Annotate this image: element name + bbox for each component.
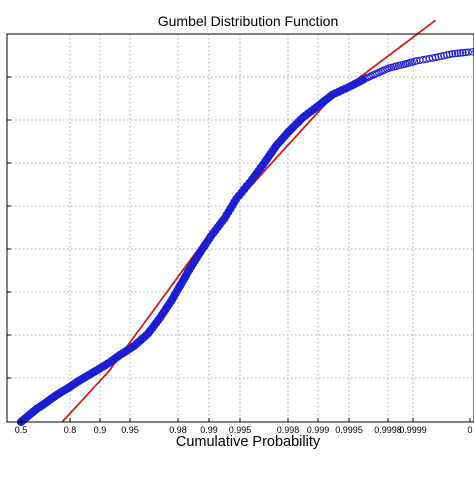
x-tick-label: 0.999 bbox=[307, 425, 330, 435]
x-tick-label: 0.995 bbox=[229, 425, 252, 435]
data-point bbox=[464, 48, 472, 56]
x-tick-label: 0.98 bbox=[169, 425, 187, 435]
chart-title: Gumbel Distribution Function bbox=[158, 13, 339, 29]
grid-lines bbox=[7, 34, 474, 422]
x-tick-label: 0.9998 bbox=[374, 425, 402, 435]
x-tick-label: 0.99 bbox=[200, 425, 218, 435]
y-tick-marks bbox=[7, 76, 11, 379]
x-tick-labels: 0.5 0.8 0.9 0.95 0.98 0.99 0.995 0.998 0.999 0.99… bbox=[15, 418, 473, 435]
x-tick-label: 0.998 bbox=[277, 425, 300, 435]
x-tick-label: 0.8 bbox=[64, 425, 77, 435]
data-point bbox=[468, 48, 474, 56]
x-axis-label: Cumulative Probability bbox=[176, 434, 321, 450]
data-point bbox=[443, 51, 451, 59]
data-point bbox=[448, 50, 457, 58]
plot-frame bbox=[6, 33, 474, 423]
x-tick-label: 0.95 bbox=[121, 425, 139, 435]
data-point bbox=[451, 49, 459, 58]
fit-line bbox=[61, 19, 437, 423]
data-point bbox=[437, 52, 445, 60]
x-tick-label: 0.9995 bbox=[335, 425, 363, 435]
fit-line-layer bbox=[61, 19, 437, 423]
data-points-layer bbox=[16, 48, 474, 427]
data-point bbox=[459, 49, 467, 57]
data-point bbox=[456, 49, 464, 57]
data-point bbox=[445, 50, 454, 59]
data-point bbox=[434, 53, 443, 61]
data-point bbox=[453, 49, 462, 57]
x-tick-label: 0.5 bbox=[15, 425, 28, 435]
x-tick-label: 0.9 bbox=[94, 425, 107, 435]
x-tick-label: 0.9999 bbox=[399, 425, 427, 435]
data-point bbox=[472, 48, 474, 55]
data-point bbox=[432, 53, 440, 62]
x-tick-label: 0 bbox=[467, 425, 472, 435]
data-point bbox=[440, 51, 448, 60]
